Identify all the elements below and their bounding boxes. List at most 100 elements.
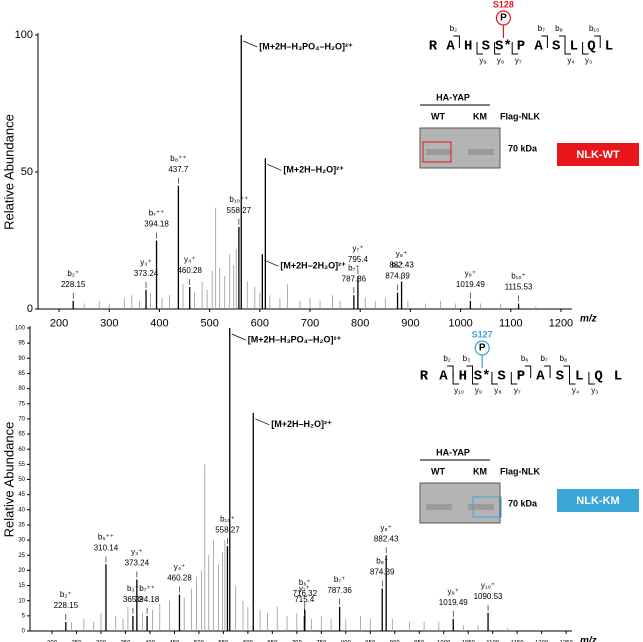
y-tick-label: 60 bbox=[18, 447, 25, 453]
residue: S* bbox=[495, 39, 512, 55]
y-tick-label: 30 bbox=[18, 538, 25, 544]
y-tick-label: 20 bbox=[18, 568, 25, 574]
x-tick-label: 800 bbox=[351, 317, 369, 329]
mz-label: 795.4 bbox=[348, 255, 369, 264]
residue: R bbox=[429, 39, 438, 55]
y-tick-label: 65 bbox=[18, 432, 25, 438]
x-tick-label: 900 bbox=[390, 641, 401, 642]
gel-title: HA-YAP bbox=[436, 447, 470, 457]
ion-label: b₃⁺ bbox=[127, 584, 139, 593]
gel-title: HA-YAP bbox=[436, 92, 470, 102]
gel-highlight bbox=[422, 141, 452, 163]
b-bracket bbox=[544, 365, 551, 378]
ion-label: b₅⁺⁺ bbox=[98, 532, 114, 541]
residue: S* bbox=[474, 369, 491, 385]
y-tick-label: 50 bbox=[18, 477, 25, 483]
ion-label: y₈⁺ bbox=[380, 523, 392, 532]
y-tick-label: 100 bbox=[15, 326, 26, 332]
y-ion: y₈ bbox=[494, 386, 501, 395]
residue: L bbox=[614, 369, 622, 385]
y-ion: y₇ bbox=[515, 56, 522, 65]
mz-label: 715.4 bbox=[294, 595, 315, 604]
b-bracket bbox=[466, 365, 473, 378]
tag-box bbox=[557, 143, 639, 166]
mz-label: 437.7 bbox=[168, 165, 189, 174]
phospho: P bbox=[500, 13, 507, 24]
y-tick-label: 35 bbox=[18, 523, 25, 529]
row-label: Flag-NLK bbox=[500, 466, 540, 476]
x-tick-label: 500 bbox=[194, 641, 205, 642]
x-tick-label: 650 bbox=[267, 641, 278, 642]
phospho: P bbox=[479, 343, 486, 354]
b-bracket bbox=[541, 35, 548, 48]
y-ion: y₁₀ bbox=[454, 386, 464, 395]
y-ion: y₄ bbox=[572, 386, 579, 395]
y-bracket bbox=[494, 42, 501, 55]
b-ion: b₃ bbox=[463, 354, 471, 363]
ion-label: b₈⁺ bbox=[392, 261, 404, 270]
ion-label: b₇⁺⁺ bbox=[149, 209, 165, 218]
y-tick-label: 100 bbox=[15, 29, 33, 41]
residue: S bbox=[552, 39, 560, 55]
site-label: S127 bbox=[472, 329, 493, 339]
x-tick-label: 850 bbox=[365, 641, 376, 642]
x-tick-label: 1050 bbox=[462, 641, 476, 642]
b-ion: b₇ bbox=[540, 354, 547, 363]
b-bracket bbox=[594, 35, 601, 48]
y-tick-label: 0 bbox=[22, 629, 26, 635]
annotation-arrow bbox=[264, 259, 279, 267]
residue: R bbox=[420, 369, 429, 385]
x-tick-label: 700 bbox=[301, 317, 319, 329]
residue: L bbox=[570, 39, 578, 55]
annotation-arrow bbox=[267, 163, 282, 171]
residue: A bbox=[446, 39, 455, 55]
gel-band bbox=[468, 504, 494, 510]
x-tick-label: 900 bbox=[401, 317, 419, 329]
ion-label: b₇⁺ bbox=[334, 575, 345, 584]
x-tick-label: 1250 bbox=[559, 641, 573, 642]
x-tick-label: 450 bbox=[169, 641, 180, 642]
ion-label: y₄⁺ bbox=[174, 563, 186, 572]
y-ion: y₇ bbox=[514, 386, 521, 395]
precursor-label: [M+2H–2H₂O]²⁺ bbox=[280, 261, 346, 271]
mz-label: 394.18 bbox=[135, 595, 160, 604]
residue: Q bbox=[587, 39, 595, 55]
y-tick-label: 50 bbox=[21, 166, 33, 178]
gel-band bbox=[426, 504, 452, 510]
residue: H bbox=[464, 39, 472, 55]
b-ion: b₈ bbox=[555, 24, 563, 33]
mz-label: 1019.49 bbox=[439, 598, 468, 607]
mz-label: 460.28 bbox=[167, 574, 192, 583]
residue: S bbox=[497, 369, 505, 385]
mz-label: 558.27 bbox=[227, 206, 252, 215]
ion-label: y₉⁺ bbox=[448, 587, 459, 596]
b-bracket bbox=[447, 365, 454, 378]
ion-label: b₈⁺⁺ bbox=[170, 154, 186, 163]
mz-label: 1090.53 bbox=[474, 592, 503, 601]
y-tick-label: 95 bbox=[18, 341, 25, 347]
y-ion: y₃ bbox=[591, 386, 598, 395]
marker-label: 70 kDa bbox=[508, 143, 538, 153]
y-ion: y₄ bbox=[567, 56, 574, 65]
y-tick-label: 45 bbox=[18, 492, 25, 498]
y-bracket bbox=[582, 42, 589, 55]
b-ion: b₂ bbox=[443, 354, 451, 363]
mz-label: 874.39 bbox=[385, 272, 410, 281]
marker-label: 70 kDa bbox=[508, 498, 538, 508]
lane-label: WT bbox=[431, 466, 445, 476]
y-tick-label: 55 bbox=[18, 462, 25, 468]
x-tick-label: 600 bbox=[243, 641, 254, 642]
y-axis-label: Relative Abundance bbox=[1, 422, 16, 538]
ion-label: b₆⁺ bbox=[299, 578, 311, 587]
mz-label: 882.43 bbox=[374, 534, 399, 543]
mz-label: 373.24 bbox=[125, 559, 150, 568]
mz-label: 373.24 bbox=[134, 269, 159, 278]
precursor-label: [M+2H–H₂O]²⁺ bbox=[283, 165, 344, 175]
mz-label: 874.39 bbox=[370, 568, 395, 577]
x-tick-label: 400 bbox=[145, 641, 156, 642]
y-tick-label: 25 bbox=[18, 553, 25, 559]
y-tick-label: 90 bbox=[18, 356, 25, 362]
y-ion: y₈ bbox=[497, 56, 504, 65]
b-ion: b₈ bbox=[560, 354, 568, 363]
